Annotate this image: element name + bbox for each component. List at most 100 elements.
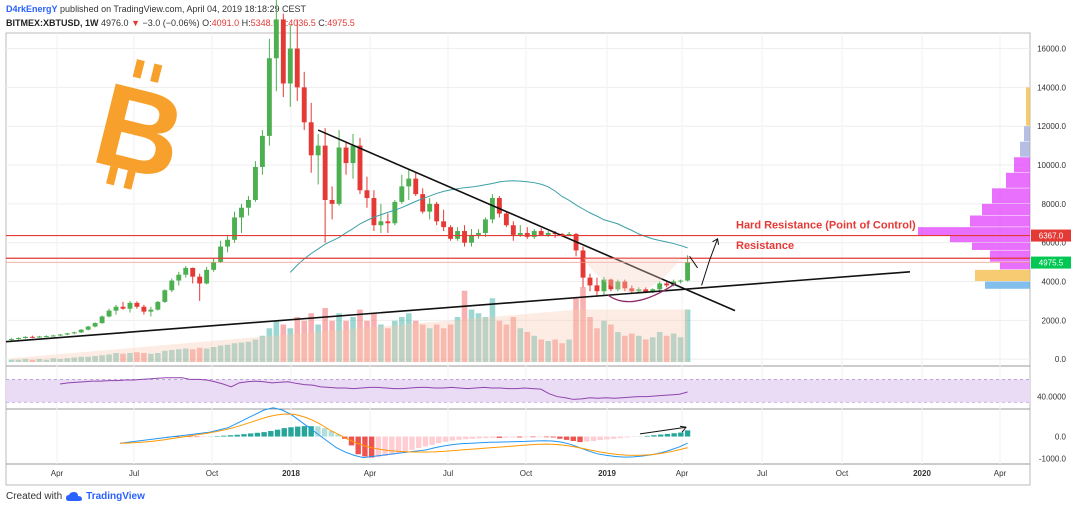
macd-histogram-bar (678, 432, 684, 437)
rsi-pane (6, 377, 1030, 403)
macd-histogram-bar (637, 436, 644, 438)
volume-bar (489, 298, 496, 362)
macd-histogram-bar (510, 436, 516, 438)
volume-bar (503, 324, 510, 362)
down-arrow-icon: ▼ (131, 18, 140, 28)
volume-bar (468, 309, 475, 362)
macd-histogram-bar (375, 436, 382, 457)
x-tick-label: Apr (364, 469, 377, 478)
macd-histogram-bar (247, 433, 254, 437)
chart-canvas[interactable]: 16000.0 14000.0 12000.0 10000.0 8000.0 6000.0… (0, 0, 1080, 490)
macd-histogram-bar (489, 436, 496, 438)
x-tick-label: 2019 (598, 469, 616, 478)
volume-profile-row (1024, 126, 1030, 142)
macd-histogram-bar (368, 436, 375, 458)
tradingview-link[interactable]: TradingView (86, 491, 145, 502)
volume-bar (287, 328, 294, 362)
volume-bar (419, 324, 426, 362)
ohlc-line: BITMEX:XBTUSD, 1W 4976.0 ▼ −3.0 (−0.06%)… (6, 16, 906, 30)
macd-histogram-bar (355, 436, 361, 455)
last-price: 4976.0 (101, 18, 129, 28)
volume-bar (189, 349, 196, 362)
macd-histogram-bar (389, 436, 395, 455)
candle-body (308, 122, 314, 156)
macd-histogram-bar (261, 432, 267, 437)
volume-bar (343, 320, 349, 362)
volume-bar (357, 309, 363, 362)
volume-bar (308, 313, 314, 362)
candle-body (650, 289, 656, 293)
ascending-trendline (5, 271, 911, 343)
volume-profile-row (918, 227, 1030, 236)
candle-body (496, 198, 502, 214)
volume-bar (120, 353, 126, 362)
macd-histogram-bar (483, 436, 489, 439)
macd-histogram-bar (590, 436, 597, 441)
volume-bar (399, 317, 405, 362)
macd-histogram-bar (315, 426, 321, 437)
volume-bars (8, 287, 691, 362)
y-tick-label: 0.0 (1055, 355, 1067, 364)
volume-bar (162, 350, 168, 362)
volume-bar (350, 317, 356, 362)
rsi-line (59, 377, 688, 400)
volume-bar (517, 328, 524, 362)
candle-body (106, 310, 112, 317)
candle-body (427, 203, 433, 212)
projection-arrow-head (712, 237, 720, 245)
author-link[interactable]: D4rkEnergY (6, 4, 58, 14)
volume-bar (169, 350, 175, 362)
macd-histogram-bar (295, 426, 301, 437)
macd-tick-label: -1000.0 (1039, 455, 1067, 464)
candle-body (16, 338, 21, 340)
macd-histogram-bar (657, 434, 664, 437)
open-label: O: (202, 18, 212, 28)
volume-bar (50, 358, 57, 362)
volume-bar (447, 324, 454, 362)
y-tick-label: 16000.0 (1037, 45, 1066, 54)
candle-body (113, 306, 119, 311)
volume-profile-row (972, 242, 1030, 250)
candle-body (190, 267, 196, 277)
candle-body (434, 203, 440, 222)
volume-bar (99, 355, 105, 362)
macd-histogram-bar (382, 436, 388, 457)
macd-histogram-bar (550, 436, 556, 438)
volume-bar (524, 332, 531, 362)
volume-profile-row (985, 281, 1030, 289)
macd-histogram-bar (416, 436, 422, 449)
macd-histogram-bar (537, 436, 543, 438)
volume-profile-row (975, 269, 1030, 282)
volume-profile-row (990, 250, 1030, 262)
macd-histogram-bar (362, 436, 368, 457)
volume-bar (622, 335, 628, 362)
volume-bar (196, 347, 203, 362)
volume-bar (238, 342, 245, 362)
volume-bar (566, 339, 572, 362)
cup-curve (607, 282, 676, 303)
volume-bar (663, 335, 670, 362)
footer: Created with TradingView (6, 491, 145, 502)
volume-bar (113, 353, 119, 362)
candle-body (259, 135, 265, 167)
macd-histogram-bar (234, 434, 240, 437)
candle-body (517, 232, 523, 235)
candle-body (301, 87, 307, 123)
volume-bar (29, 359, 36, 362)
x-tick-label: 2018 (282, 469, 300, 478)
candle-body (280, 19, 286, 84)
candle-body (120, 306, 126, 309)
macd-histogram-bar (221, 435, 227, 437)
cup-fill (583, 258, 681, 293)
candle-body (483, 219, 488, 233)
macd-histogram-bar (194, 436, 200, 438)
candle-body (406, 178, 412, 187)
high-value: 5348.5 (250, 18, 279, 28)
macd-histogram-bar (200, 436, 207, 438)
macd-histogram-bar (624, 436, 630, 438)
candle-body (197, 276, 203, 284)
macd-histogram-bar (308, 426, 314, 437)
volume-bar (329, 320, 335, 362)
candle-body (678, 280, 684, 282)
macd-histogram-bar (442, 436, 449, 442)
